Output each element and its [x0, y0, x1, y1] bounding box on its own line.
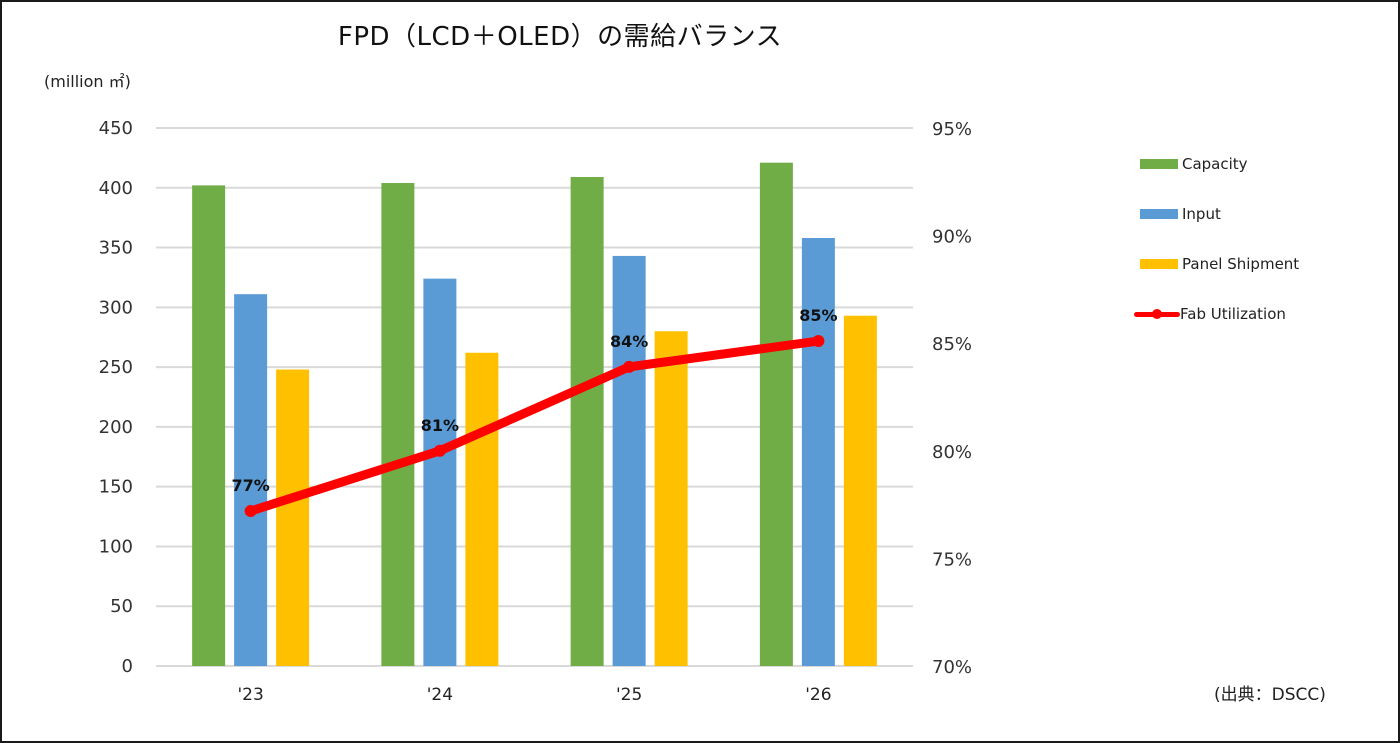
- fab-utilization-point: [433, 444, 446, 457]
- y-tick-label: 200: [99, 417, 133, 438]
- legend-swatch-panel-shipment: [1140, 259, 1178, 269]
- bar-input: [801, 237, 835, 667]
- y-tick-label: 350: [99, 238, 133, 259]
- data-label: 84%: [610, 332, 648, 351]
- legend-label: Input: [1182, 205, 1221, 223]
- y2-tick-label: 90%: [932, 227, 972, 248]
- y-tick-label: 300: [99, 297, 133, 318]
- y2-tick-label: 95%: [932, 119, 972, 140]
- x-tick-label: '23: [237, 685, 263, 705]
- bar-panel-shipment: [843, 315, 877, 666]
- bar-input: [612, 255, 646, 666]
- y2-tick-label: 70%: [932, 657, 972, 678]
- data-label: 85%: [799, 306, 837, 325]
- y-axis-unit-label: (million ㎡): [44, 72, 131, 91]
- y-tick-label: 400: [99, 178, 133, 199]
- x-tick-label: '25: [616, 685, 642, 705]
- chart-title: FPD（LCD＋OLED）の需給バランス: [337, 22, 783, 52]
- legend-swatch-input: [1140, 209, 1178, 219]
- y-tick-label: 50: [110, 596, 133, 617]
- bar-panel-shipment: [276, 369, 310, 666]
- legend-label: Capacity: [1182, 155, 1248, 173]
- legend-swatch-fab-utilization: [1134, 309, 1180, 319]
- bar-input: [234, 294, 268, 666]
- bar-panel-shipment: [465, 352, 499, 666]
- legend-swatch-capacity: [1140, 159, 1178, 169]
- bar-panel-shipment: [654, 331, 688, 666]
- y-tick-label: 450: [99, 118, 133, 139]
- legend: Capacity Input Panel Shipment Fab Utiliz…: [1134, 152, 1299, 352]
- y-tick-label: 250: [99, 357, 133, 378]
- y2-tick-label: 80%: [932, 442, 972, 463]
- legend-label: Fab Utilization: [1180, 305, 1286, 323]
- source-note: (出典：DSCC): [1214, 685, 1326, 705]
- legend-item-fab-utilization: Fab Utilization: [1134, 302, 1299, 326]
- data-label: 81%: [421, 416, 459, 435]
- fab-utilization-point: [623, 360, 636, 373]
- legend-item-capacity: Capacity: [1140, 152, 1299, 176]
- x-tick-label: '26: [805, 685, 831, 705]
- bar-capacity: [759, 162, 793, 666]
- y-tick-label: 0: [122, 656, 133, 677]
- y2-tick-label: 75%: [932, 549, 972, 570]
- legend-item-input: Input: [1140, 202, 1299, 226]
- y-tick-label: 100: [99, 536, 133, 557]
- fab-utilization-point: [812, 335, 825, 348]
- y2-tick-label: 85%: [932, 334, 972, 355]
- y-tick-label: 150: [99, 477, 133, 498]
- legend-label: Panel Shipment: [1182, 255, 1300, 273]
- bar-capacity: [570, 177, 604, 667]
- fab-utilization-line: [246, 336, 823, 516]
- legend-item-panel-shipment: Panel Shipment: [1140, 252, 1299, 276]
- bar-capacity: [192, 185, 226, 667]
- x-tick-label: '24: [427, 685, 453, 705]
- bar-input: [423, 278, 457, 666]
- bar-capacity: [381, 182, 415, 667]
- data-label: 77%: [231, 476, 269, 495]
- fab-utilization-point: [244, 505, 257, 518]
